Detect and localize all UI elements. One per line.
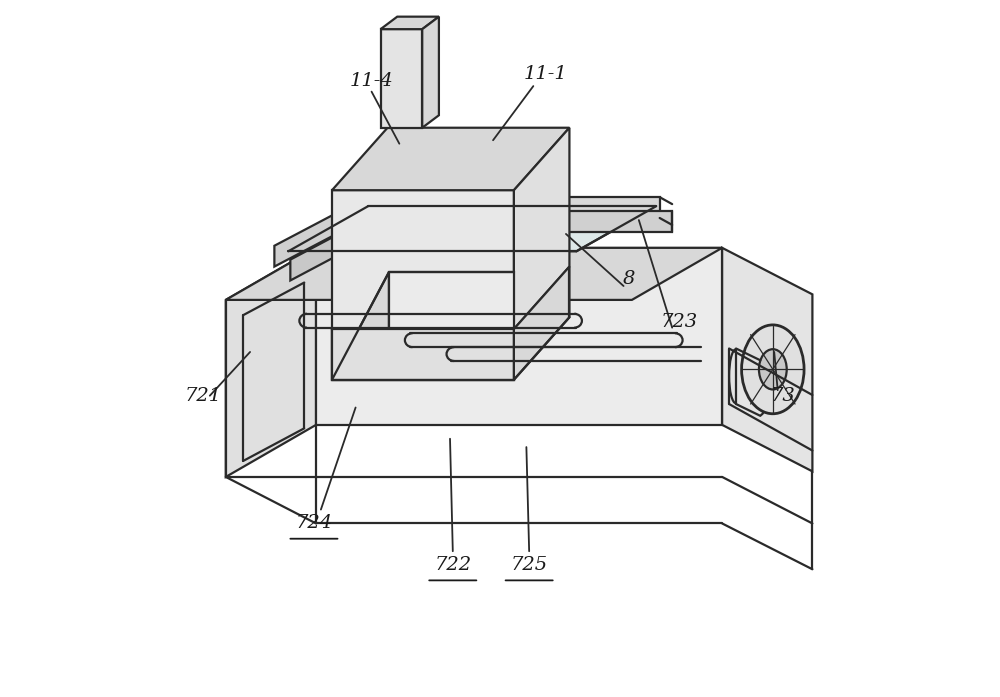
Text: 721: 721 — [184, 387, 221, 405]
Text: 11-4: 11-4 — [350, 72, 393, 90]
Polygon shape — [316, 248, 722, 425]
Polygon shape — [389, 272, 514, 329]
Polygon shape — [382, 211, 672, 232]
Polygon shape — [514, 128, 569, 329]
Text: 722: 722 — [434, 556, 471, 574]
Polygon shape — [381, 29, 422, 128]
Polygon shape — [332, 329, 514, 380]
Polygon shape — [422, 17, 439, 128]
Text: 11-1: 11-1 — [523, 66, 567, 83]
Polygon shape — [332, 329, 514, 380]
Polygon shape — [332, 128, 569, 190]
Polygon shape — [226, 248, 722, 300]
Text: 723: 723 — [661, 313, 698, 331]
Text: 73: 73 — [771, 387, 796, 405]
Ellipse shape — [742, 325, 804, 414]
Polygon shape — [514, 266, 569, 380]
Polygon shape — [722, 248, 812, 471]
Text: 724: 724 — [295, 514, 333, 533]
Polygon shape — [332, 190, 514, 329]
Polygon shape — [226, 248, 316, 477]
Polygon shape — [274, 197, 367, 266]
Polygon shape — [288, 206, 656, 252]
Text: 8: 8 — [622, 270, 635, 288]
Ellipse shape — [759, 349, 787, 390]
Polygon shape — [290, 211, 382, 280]
Polygon shape — [367, 197, 660, 218]
Text: 725: 725 — [511, 556, 548, 574]
Polygon shape — [332, 272, 389, 380]
Polygon shape — [381, 17, 439, 29]
